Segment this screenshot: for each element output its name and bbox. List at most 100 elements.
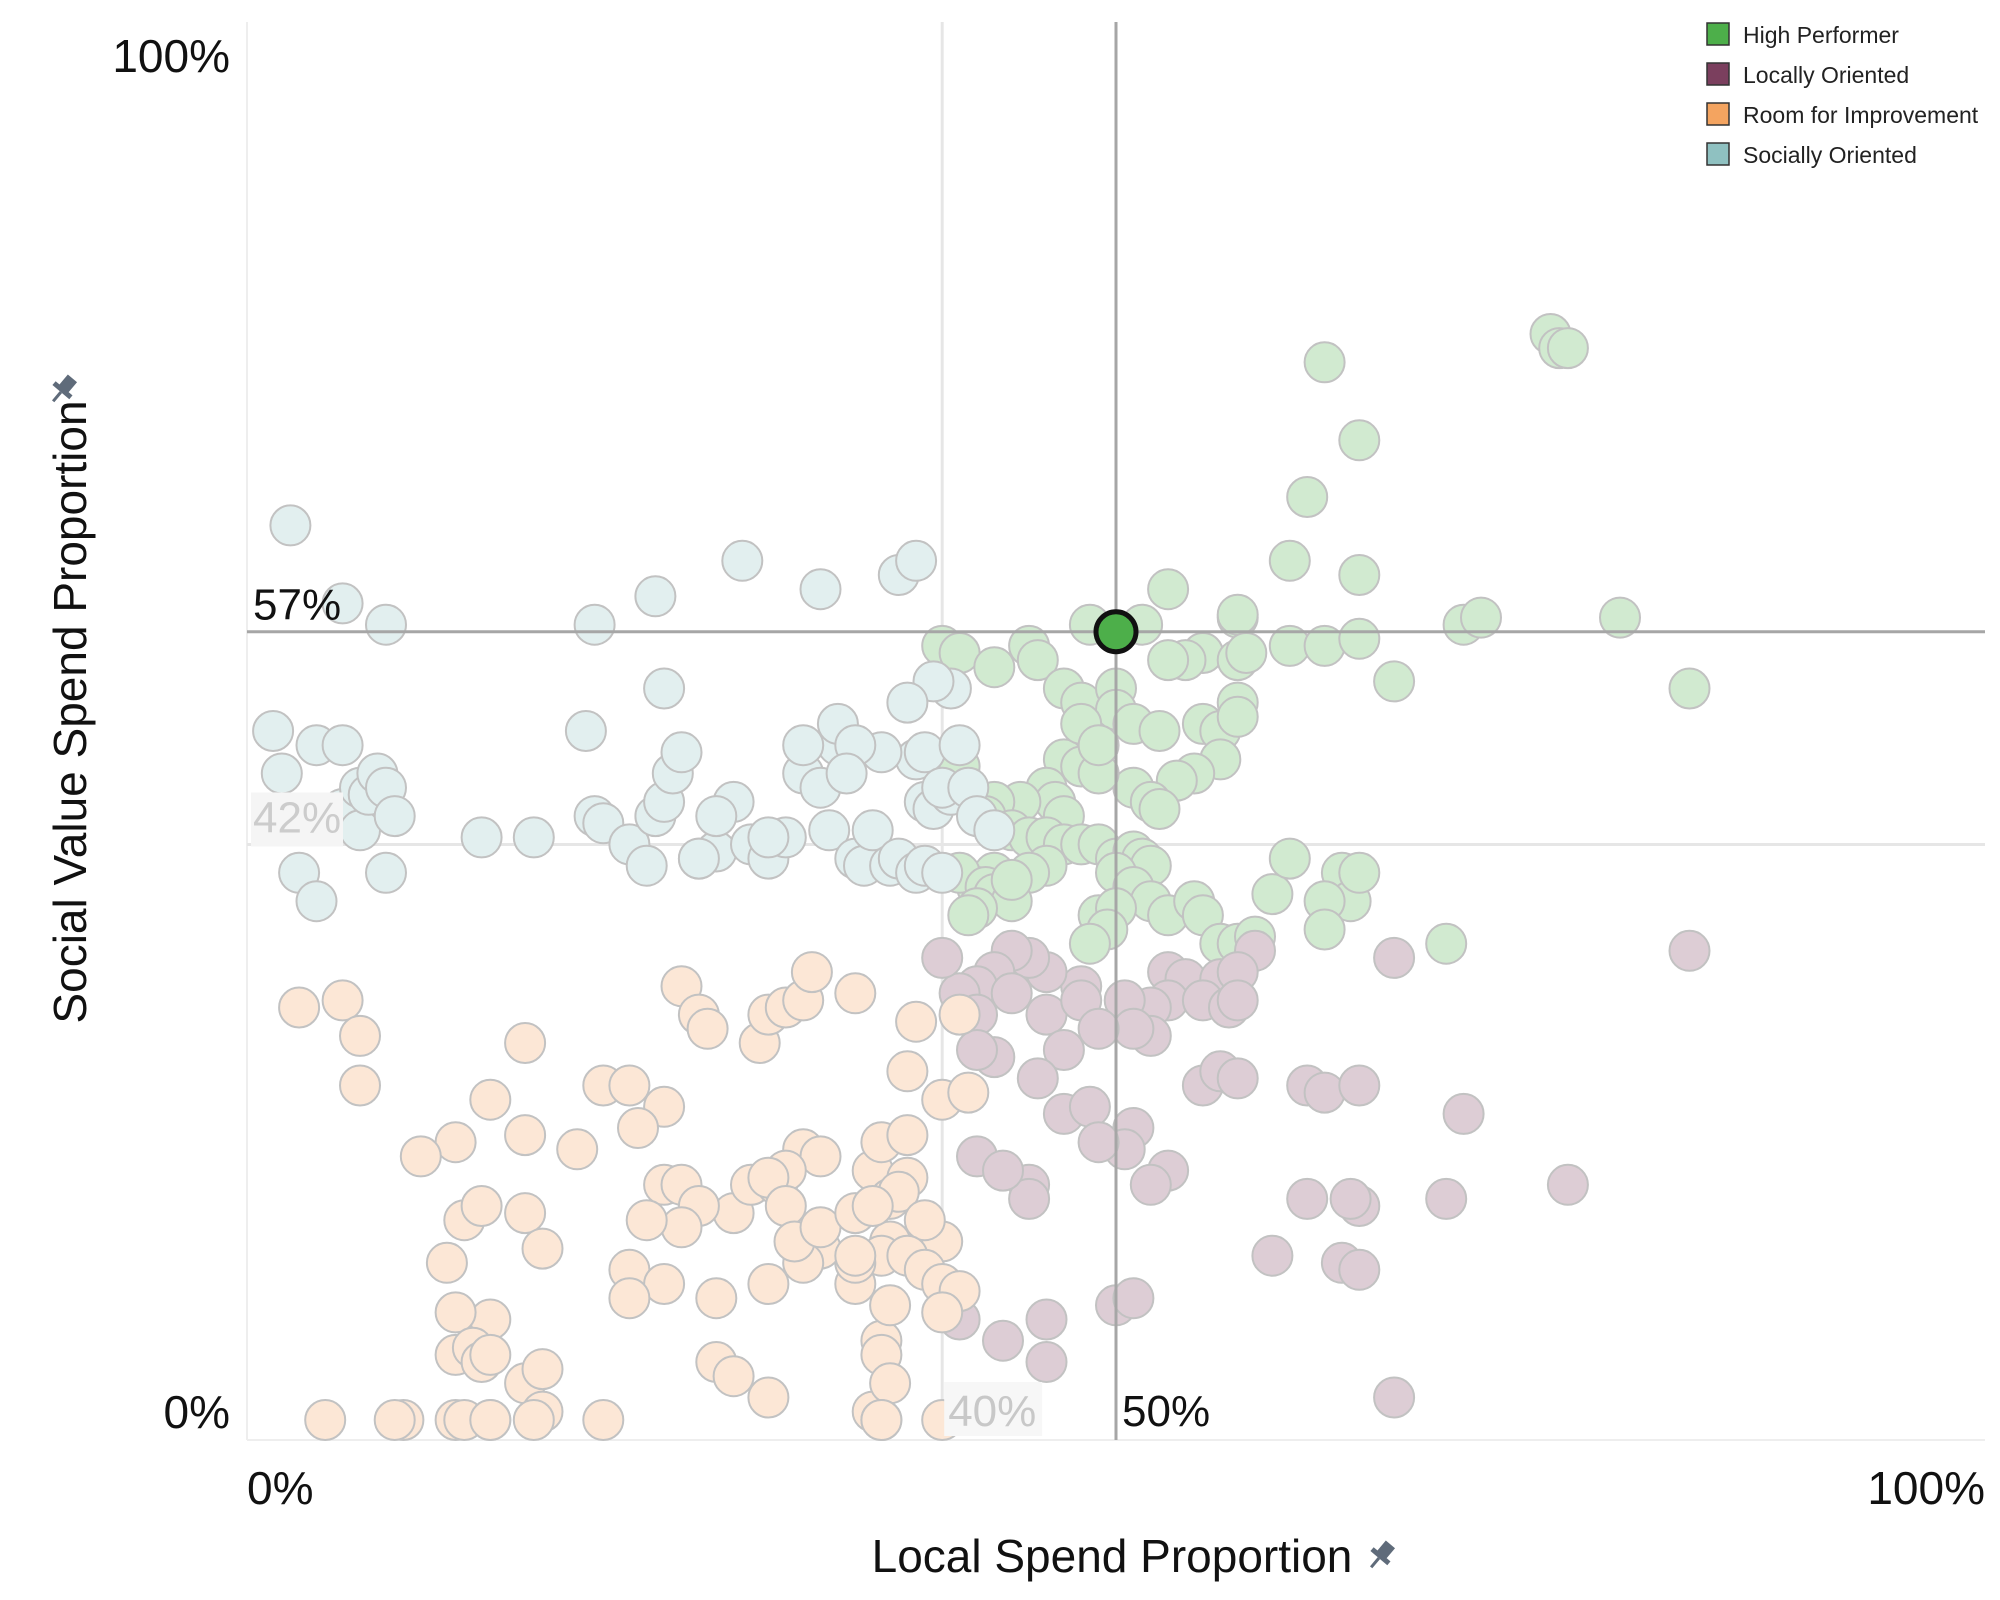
data-point-room-for-improvement[interactable] bbox=[747, 1376, 790, 1419]
data-point-socially-oriented[interactable] bbox=[921, 851, 964, 894]
data-point-high-performer[interactable] bbox=[1668, 667, 1711, 710]
data-point-room-for-improvement[interactable] bbox=[947, 1071, 990, 1114]
data-point-socially-oriented[interactable] bbox=[625, 844, 668, 887]
data-point-room-for-improvement[interactable] bbox=[608, 1064, 651, 1107]
data-point-socially-oriented[interactable] bbox=[660, 731, 703, 774]
data-point-room-for-improvement[interactable] bbox=[790, 951, 833, 994]
data-point-locally-oriented[interactable] bbox=[1373, 1376, 1416, 1419]
data-point-room-for-improvement[interactable] bbox=[834, 972, 877, 1015]
data-point-room-for-improvement[interactable] bbox=[860, 1399, 903, 1441]
legend-item-high-performer[interactable]: High Performer bbox=[1706, 22, 1899, 48]
data-point-room-for-improvement[interactable] bbox=[747, 1263, 790, 1305]
data-point-locally-oriented[interactable] bbox=[982, 1149, 1024, 1192]
data-point-room-for-improvement[interactable] bbox=[660, 1206, 703, 1249]
data-point-locally-oriented[interactable] bbox=[1373, 936, 1416, 979]
data-point-socially-oriented[interactable] bbox=[825, 752, 868, 795]
data-point-high-performer[interactable] bbox=[947, 894, 990, 937]
data-point-high-performer[interactable] bbox=[1016, 639, 1059, 682]
data-point-room-for-improvement[interactable] bbox=[686, 1007, 729, 1050]
data-point-high-performer[interactable] bbox=[1077, 724, 1120, 767]
data-point-room-for-improvement[interactable] bbox=[469, 1399, 512, 1441]
data-point-socially-oriented[interactable] bbox=[373, 795, 416, 838]
data-point-room-for-improvement[interactable] bbox=[886, 1050, 929, 1093]
data-point-high-performer[interactable] bbox=[1338, 419, 1381, 462]
data-point-socially-oriented[interactable] bbox=[460, 816, 503, 859]
data-point-locally-oriented[interactable] bbox=[1338, 1248, 1381, 1291]
data-point-room-for-improvement[interactable] bbox=[625, 1199, 668, 1242]
data-point-room-for-improvement[interactable] bbox=[339, 1014, 381, 1057]
data-point-high-performer[interactable] bbox=[1268, 837, 1311, 880]
data-point-room-for-improvement[interactable] bbox=[504, 1192, 547, 1235]
data-point-locally-oriented[interactable] bbox=[1016, 1057, 1059, 1100]
data-point-high-performer[interactable] bbox=[1546, 327, 1589, 370]
data-point-high-performer[interactable] bbox=[1251, 873, 1294, 916]
data-point-locally-oriented[interactable] bbox=[1251, 1234, 1294, 1277]
data-point-high-performer[interactable] bbox=[1225, 632, 1268, 674]
data-point-room-for-improvement[interactable] bbox=[712, 1355, 755, 1398]
data-point-room-for-improvement[interactable] bbox=[321, 979, 364, 1022]
data-point-locally-oriented[interactable] bbox=[1042, 1029, 1085, 1071]
data-point-high-performer[interactable] bbox=[1373, 660, 1416, 703]
data-point-room-for-improvement[interactable] bbox=[556, 1128, 599, 1171]
data-point-high-performer[interactable] bbox=[1216, 695, 1259, 738]
data-point-locally-oriented[interactable] bbox=[921, 936, 964, 979]
data-point-room-for-improvement[interactable] bbox=[521, 1348, 564, 1391]
data-point-room-for-improvement[interactable] bbox=[278, 986, 321, 1029]
data-point-locally-oriented[interactable] bbox=[990, 972, 1033, 1015]
data-point-socially-oriented[interactable] bbox=[252, 710, 295, 752]
data-point-high-performer[interactable] bbox=[1338, 617, 1381, 660]
data-point-locally-oriented[interactable] bbox=[1303, 1071, 1346, 1114]
data-point-locally-oriented[interactable] bbox=[1329, 1177, 1372, 1220]
highlight-point[interactable] bbox=[1093, 609, 1139, 655]
data-point-room-for-improvement[interactable] bbox=[764, 1185, 807, 1227]
data-point-locally-oriented[interactable] bbox=[1338, 1064, 1381, 1107]
data-point-room-for-improvement[interactable] bbox=[399, 1135, 442, 1178]
data-point-room-for-improvement[interactable] bbox=[938, 993, 981, 1036]
data-point-locally-oriented[interactable] bbox=[1286, 1177, 1329, 1220]
data-point-socially-oriented[interactable] bbox=[895, 539, 938, 582]
data-point-locally-oriented[interactable] bbox=[982, 1319, 1024, 1362]
data-point-room-for-improvement[interactable] bbox=[834, 1234, 877, 1277]
data-point-locally-oriented[interactable] bbox=[1216, 979, 1259, 1022]
data-point-room-for-improvement[interactable] bbox=[425, 1241, 468, 1284]
data-point-socially-oriented[interactable] bbox=[695, 795, 738, 838]
data-point-socially-oriented[interactable] bbox=[269, 504, 312, 547]
data-point-room-for-improvement[interactable] bbox=[521, 1227, 564, 1270]
data-point-high-performer[interactable] bbox=[1147, 639, 1190, 682]
data-point-socially-oriented[interactable] bbox=[851, 809, 894, 852]
data-point-locally-oriented[interactable] bbox=[1025, 1298, 1068, 1341]
data-point-socially-oriented[interactable] bbox=[938, 724, 981, 767]
data-point-room-for-improvement[interactable] bbox=[504, 1022, 547, 1064]
data-point-locally-oriented[interactable] bbox=[1112, 1277, 1155, 1320]
data-point-locally-oriented[interactable] bbox=[1129, 1163, 1172, 1206]
data-point-high-performer[interactable] bbox=[1303, 908, 1346, 951]
data-point-high-performer[interactable] bbox=[1138, 710, 1181, 752]
data-point-high-performer[interactable] bbox=[1068, 922, 1111, 965]
x-axis-pin-icon[interactable] bbox=[1363, 1537, 1399, 1574]
data-point-high-performer[interactable] bbox=[1338, 554, 1381, 596]
data-point-room-for-improvement[interactable] bbox=[608, 1277, 651, 1320]
data-point-socially-oriented[interactable] bbox=[782, 724, 825, 767]
data-point-high-performer[interactable] bbox=[990, 858, 1033, 901]
data-point-high-performer[interactable] bbox=[1425, 922, 1468, 965]
data-point-locally-oriented[interactable] bbox=[1077, 1121, 1120, 1164]
data-point-room-for-improvement[interactable] bbox=[504, 1114, 547, 1157]
data-point-high-performer[interactable] bbox=[1216, 593, 1259, 636]
data-point-room-for-improvement[interactable] bbox=[869, 1362, 912, 1405]
data-point-locally-oriented[interactable] bbox=[1425, 1177, 1468, 1220]
data-point-room-for-improvement[interactable] bbox=[434, 1291, 477, 1334]
data-point-locally-oriented[interactable] bbox=[1668, 929, 1711, 972]
data-point-high-performer[interactable] bbox=[1303, 341, 1346, 384]
data-point-socially-oriented[interactable] bbox=[677, 837, 720, 880]
data-point-room-for-improvement[interactable] bbox=[512, 1399, 555, 1441]
data-point-high-performer[interactable] bbox=[973, 646, 1016, 689]
legend-item-room-for-improvement[interactable]: Room for Improvement bbox=[1706, 102, 1979, 128]
data-point-room-for-improvement[interactable] bbox=[304, 1399, 347, 1441]
data-point-socially-oriented[interactable] bbox=[886, 681, 929, 724]
data-point-high-performer[interactable] bbox=[1268, 539, 1311, 582]
legend-item-socially-oriented[interactable]: Socially Oriented bbox=[1706, 142, 1917, 168]
data-point-socially-oriented[interactable] bbox=[747, 816, 790, 859]
data-point-high-performer[interactable] bbox=[1147, 568, 1190, 611]
data-point-socially-oriented[interactable] bbox=[321, 724, 364, 767]
data-point-socially-oriented[interactable] bbox=[573, 603, 616, 646]
